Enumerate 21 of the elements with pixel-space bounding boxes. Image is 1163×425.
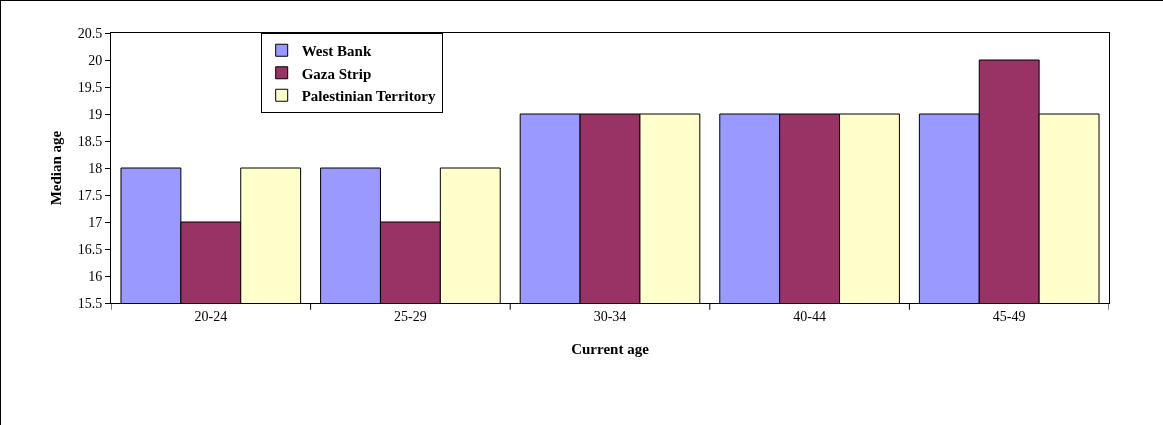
x-axis-title: Current age [571, 340, 650, 357]
legend-label: West Bank [301, 43, 372, 60]
y-tick-label: 19.5 [77, 79, 103, 95]
y-tick-label: 19 [88, 106, 103, 122]
x-tick-label: 45-49 [992, 308, 1026, 324]
x-tick-label: 25-29 [394, 308, 427, 324]
x-tick-label: 40-44 [793, 308, 826, 324]
y-tick-label: 17 [88, 214, 103, 230]
legend-label: Palestinian Territory [301, 88, 436, 105]
y-tick-label: 18 [88, 160, 103, 176]
y-tick-label: 16 [88, 268, 103, 284]
y-tick-label: 20 [88, 52, 103, 68]
y-tick-label: 16.5 [77, 241, 103, 257]
y-tick-label: 20.5 [77, 25, 103, 41]
legend-label: Gaza Strip [301, 65, 372, 82]
y-tick-label: 18.5 [77, 133, 103, 149]
x-tick-label: 30-34 [593, 308, 627, 324]
y-tick-label: 15.5 [77, 295, 103, 311]
y-axis-title: Median age [47, 130, 64, 206]
y-tick-label: 17.5 [77, 187, 103, 203]
x-tick-label: 20-24 [194, 308, 228, 324]
